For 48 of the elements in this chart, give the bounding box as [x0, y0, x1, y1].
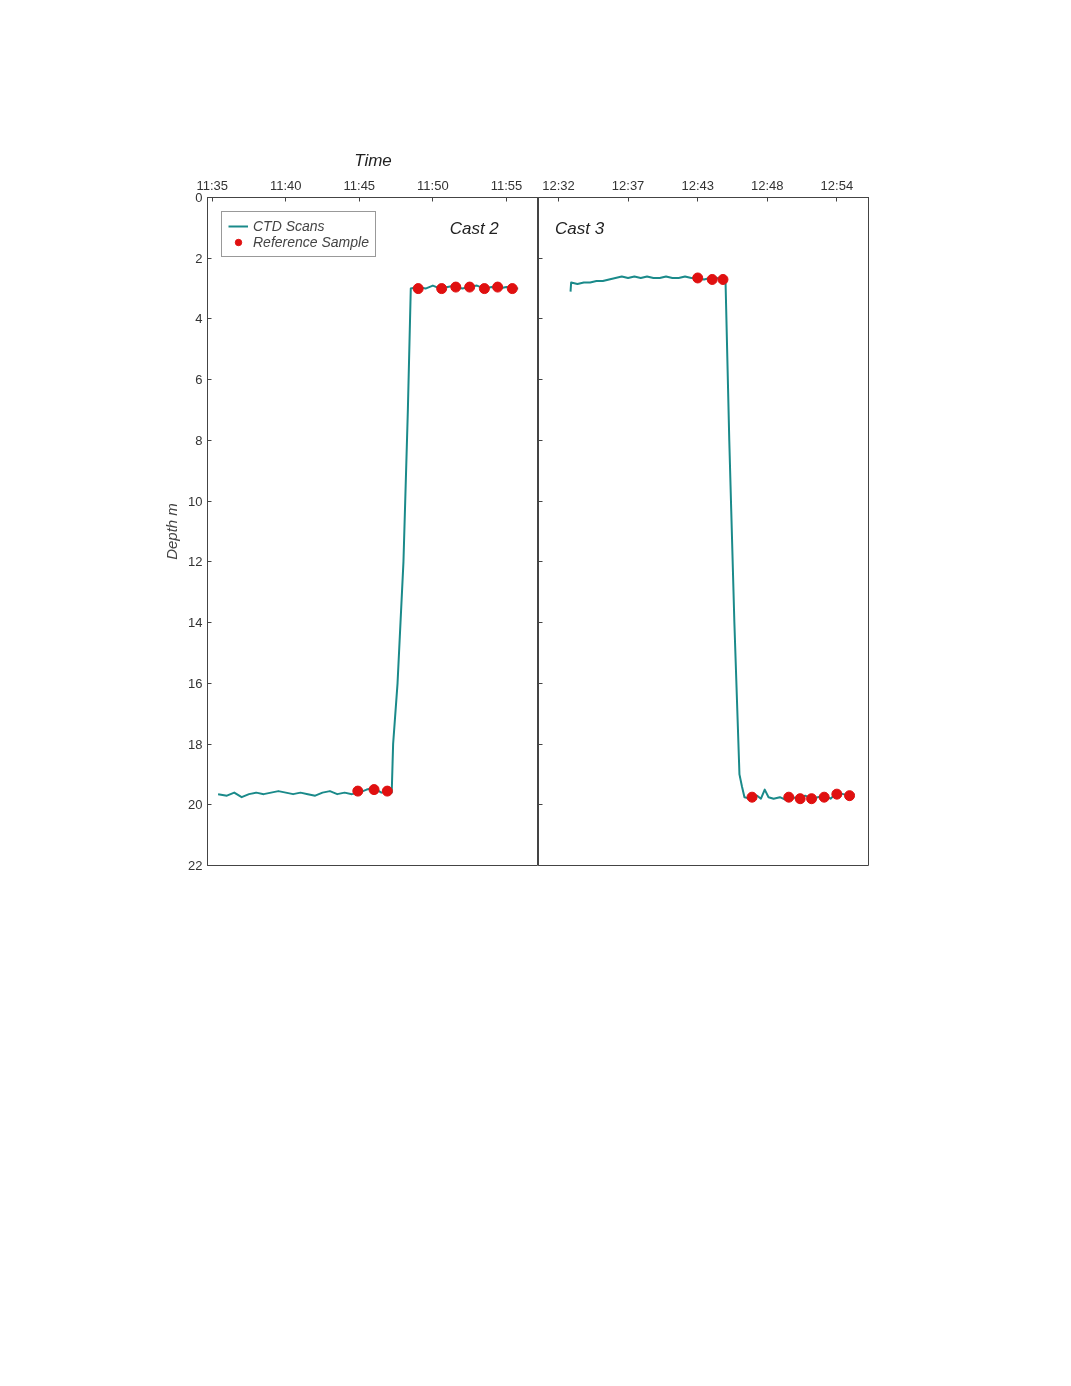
point: [412, 283, 424, 295]
y-tick-label: 6: [195, 372, 203, 388]
point: [352, 785, 364, 797]
y-tick-label: 12: [188, 554, 203, 570]
y-tick-label: 22: [188, 858, 203, 873]
point: [492, 281, 504, 293]
point: [436, 283, 448, 295]
point: [746, 791, 758, 803]
x-tick-label: 12:48: [750, 177, 784, 193]
point: [783, 791, 795, 803]
point: [692, 272, 704, 284]
point: [706, 273, 718, 285]
point: [381, 785, 393, 797]
point: [831, 788, 843, 800]
x-tick-label: 12:37: [611, 177, 645, 193]
y-tick-label: 14: [188, 615, 203, 631]
x-tick-label: 11:55: [490, 177, 523, 193]
x-tick-label: 12:32: [542, 177, 575, 193]
annotation: Cast 3: [555, 218, 605, 238]
x-tick-label: 12:54: [820, 177, 854, 193]
y-tick-label: 2: [195, 250, 203, 266]
y-tick-label: 10: [188, 493, 203, 509]
point: [464, 281, 476, 293]
point: [844, 790, 856, 802]
point: [818, 791, 830, 803]
x-tick-label: 11:35: [196, 177, 228, 193]
x-tick-label: 11:50: [417, 177, 449, 193]
point: [450, 281, 462, 293]
legend-label: CTD Scans: [253, 218, 325, 234]
annotation: Cast 2: [449, 218, 500, 238]
point: [506, 283, 518, 295]
x-axis-title: Time: [354, 150, 392, 170]
y-axis-title: Depth m: [163, 503, 181, 560]
x-tick-label: 12:43: [681, 177, 714, 193]
point: [806, 793, 818, 805]
y-tick-label: 0: [195, 190, 203, 205]
y-tick-label: 4: [195, 311, 203, 327]
x-tick-label: 11:45: [343, 177, 376, 193]
x-tick-label: 11:40: [270, 177, 302, 193]
point: [794, 793, 806, 805]
point: [368, 784, 380, 796]
y-tick-label: 20: [188, 797, 203, 813]
y-tick-label: 8: [195, 432, 203, 448]
y-tick-label: 16: [188, 675, 203, 691]
point: [717, 273, 729, 285]
point: [478, 283, 490, 295]
legend-label: Reference Sample: [253, 234, 369, 250]
y-tick-label: 18: [188, 736, 203, 752]
